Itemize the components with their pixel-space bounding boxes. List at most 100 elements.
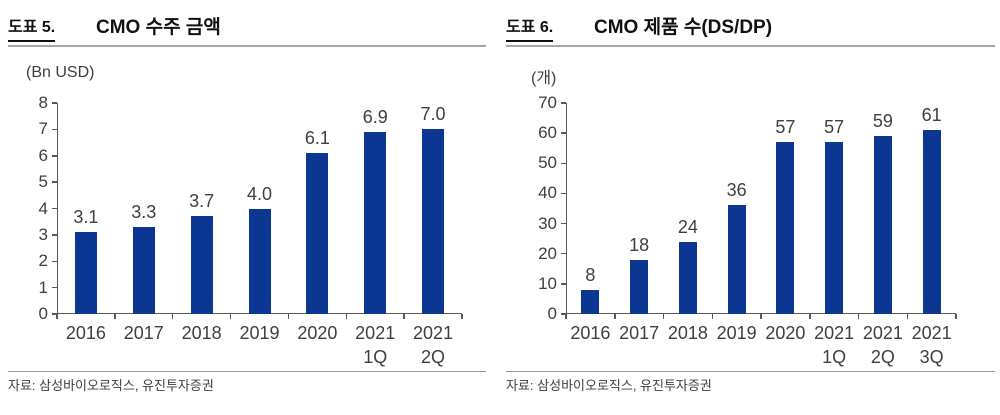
- bar: [190, 216, 213, 314]
- bar-value-label: 3.7: [189, 191, 215, 212]
- chart-panel-cmo-products: 도표 6. CMO 제품 수(DS/DP) (개) 0 10 20 30 40 50 60 7…: [506, 0, 995, 415]
- bar-value-label: 24: [677, 216, 698, 237]
- bar-value-label: 36: [726, 180, 747, 201]
- bar: [776, 142, 795, 314]
- y-axis-tick-label: 3: [38, 224, 48, 244]
- bar: [581, 289, 600, 314]
- y-axis-tick: [52, 260, 57, 262]
- bar-value-label: 18: [629, 234, 650, 255]
- x-axis-category-label: 1Q: [822, 347, 847, 367]
- x-axis-tick: [711, 314, 713, 319]
- y-axis-tick-label: 7: [38, 119, 48, 139]
- bar: [132, 226, 155, 314]
- x-axis-category-label: 2017: [123, 323, 164, 343]
- x-axis-category-label: 2021: [355, 323, 396, 343]
- x-axis-tick: [287, 314, 290, 319]
- x-axis-category-label: 2021: [814, 323, 855, 343]
- x-axis-tick: [403, 314, 405, 319]
- y-axis-tick: [52, 128, 57, 131]
- x-axis-tick: [461, 314, 463, 319]
- bar-value-label: 57: [824, 117, 845, 138]
- x-axis-tick: [345, 314, 348, 319]
- bar-value-label: 3.1: [73, 207, 99, 228]
- bar-value-label: 4.0: [246, 183, 273, 204]
- x-axis-category-label: 1Q: [363, 347, 388, 367]
- x-axis-tick: [56, 314, 58, 319]
- bar: [727, 205, 746, 314]
- source-divider: [8, 371, 486, 372]
- x-axis-tick: [809, 314, 811, 319]
- bar: [630, 259, 649, 314]
- bar-value-label: 6.1: [304, 128, 330, 149]
- x-axis-tick: [565, 314, 567, 319]
- y-axis-tick-label: 6: [38, 145, 48, 165]
- figure-number-label: 도표 6.: [506, 18, 554, 42]
- bar-value-label: 59: [872, 111, 893, 132]
- bar: [306, 153, 329, 314]
- x-axis-category-label: 2019: [716, 323, 757, 343]
- x-axis-category-label: 2020: [765, 323, 806, 343]
- axis-frame: [566, 103, 956, 314]
- x-axis-category-label: 2016: [570, 323, 611, 343]
- y-axis-tick: [561, 162, 566, 165]
- y-axis-tick-label: 70: [538, 93, 557, 112]
- x-axis-tick: [114, 314, 116, 319]
- bar-value-label: 7.0: [420, 104, 446, 125]
- chart-panel-cmo-orders: 도표 5. CMO 수주 금액 (Bn USD) 0 1 2 3 4 5 6 7 8 3.1 201…: [8, 0, 486, 415]
- y-axis-tick-label: 1: [38, 277, 48, 297]
- y-axis-unit-label: (Bn USD): [26, 64, 95, 81]
- x-axis-tick: [229, 314, 232, 319]
- y-axis-tick-label: 50: [538, 153, 557, 173]
- bar-value-label: 6.9: [362, 107, 388, 127]
- y-axis-unit-label: (개): [531, 70, 557, 87]
- y-axis-tick-label: 0: [547, 304, 557, 323]
- y-axis-tick: [52, 181, 57, 183]
- y-axis-tick: [52, 102, 57, 104]
- bar-value-label: 3.3: [131, 201, 157, 222]
- source-note: 자료: 삼성바이오로직스, 유진투자증권: [8, 378, 214, 393]
- header-divider: [506, 45, 995, 47]
- bar-value-label: 57: [775, 117, 796, 138]
- y-axis-tick-label: 40: [538, 183, 557, 203]
- y-axis-tick: [561, 283, 566, 285]
- bar: [678, 241, 697, 314]
- x-axis-tick: [906, 314, 908, 319]
- y-axis-tick-label: 4: [38, 198, 48, 218]
- chart-title: CMO 제품 수(DS/DP): [594, 17, 773, 38]
- bar: [74, 232, 97, 314]
- bar: [873, 136, 892, 314]
- x-axis-tick: [955, 314, 957, 319]
- x-axis-category-label: 2018: [667, 323, 708, 343]
- y-axis-tick-label: 8: [38, 93, 48, 112]
- x-axis-tick: [662, 314, 665, 319]
- y-axis-tick-label: 5: [38, 172, 48, 192]
- x-axis-category-label: 2Q: [870, 347, 895, 367]
- y-axis-tick-label: 10: [538, 273, 557, 293]
- bar: [248, 208, 271, 314]
- y-axis-tick-label: 0: [38, 304, 48, 323]
- source-note: 자료: 삼성바이오로직스, 유진투자증권: [506, 378, 712, 393]
- header-divider: [8, 45, 486, 47]
- y-axis-tick: [561, 313, 566, 315]
- x-axis-category-label: 2021: [413, 323, 454, 343]
- x-axis-category-label: 2021: [862, 323, 903, 343]
- x-axis-tick: [760, 314, 762, 319]
- y-axis-tick: [561, 102, 566, 104]
- bar-value-label: 61: [921, 105, 942, 126]
- y-axis-tick-label: 20: [538, 243, 557, 263]
- x-axis-category-label: 3Q: [919, 347, 944, 367]
- y-axis-tick: [52, 313, 57, 315]
- x-axis-category-label: 2021: [911, 323, 952, 343]
- y-axis-tick: [52, 234, 57, 236]
- bar: [825, 142, 844, 314]
- x-axis-category-label: 2Q: [421, 347, 446, 367]
- x-axis-tick: [857, 314, 860, 319]
- y-axis-tick: [52, 155, 57, 157]
- y-axis-tick: [561, 192, 566, 195]
- bar: [422, 129, 445, 314]
- y-axis-tick: [52, 207, 57, 210]
- bar-value-label: 8: [585, 264, 596, 285]
- x-axis-tick: [614, 314, 616, 319]
- x-axis-category-label: 2016: [65, 323, 106, 343]
